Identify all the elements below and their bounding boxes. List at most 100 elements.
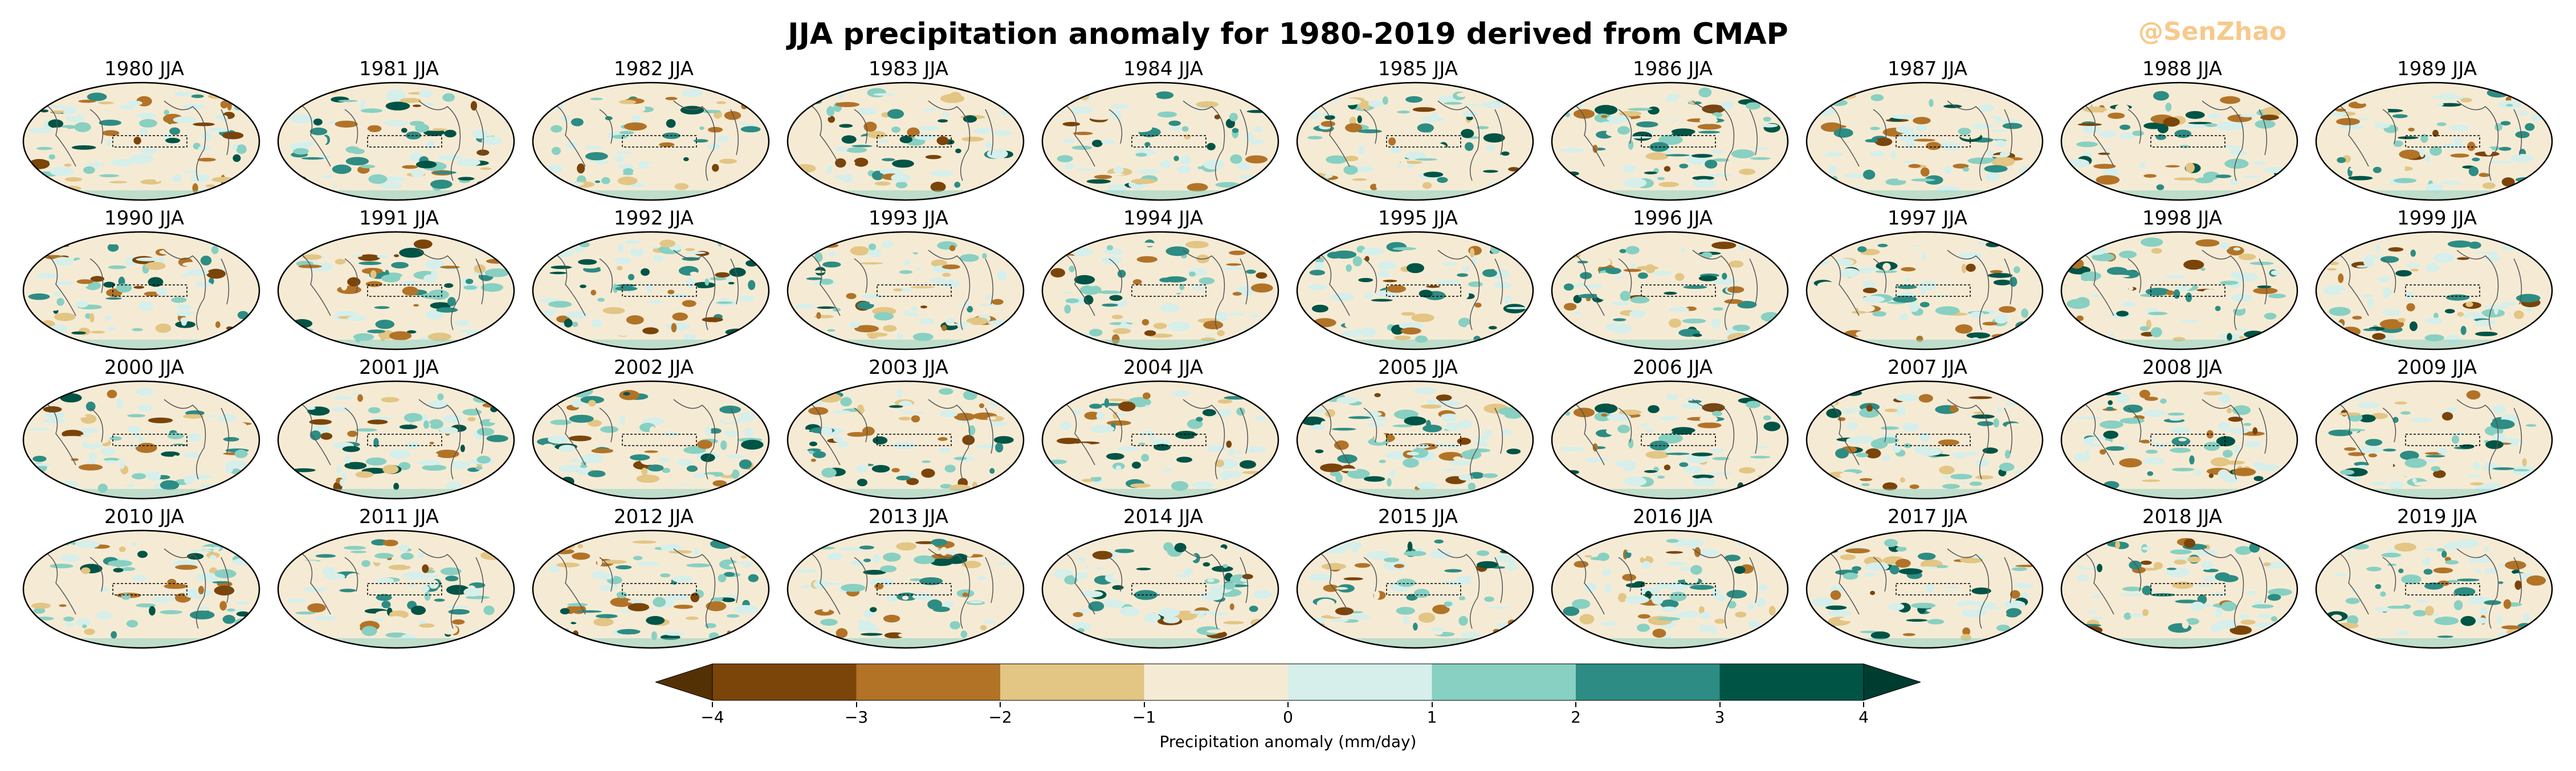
map-projection [1551,231,1789,350]
watermark: @SenZhao [2138,17,2287,46]
map-projection [277,529,515,649]
map-panel-title: 2012 JJA [613,505,694,528]
map-panel: 1994 JJA [1041,206,1286,352]
map-panel-title: 2015 JJA [1377,505,1458,528]
map-projection [2315,81,2553,201]
map-panel: 1984 JJA [1041,57,1286,202]
map-projection [532,231,770,350]
map-panel-title: 1985 JJA [1377,58,1458,80]
map-projection [1805,81,2044,201]
nino-region-box [1386,135,1461,148]
map-projection [532,380,770,500]
colorbar: −4 −3 −2 −1 0 1 2 3 4 Precipitation anomaly (mm/… [654,658,1922,766]
map-panel: 1981 JJA [276,57,521,202]
nino-region-box [1131,583,1207,595]
nino-region-box [2405,135,2480,148]
map-projection [1805,529,2044,649]
map-panel-title: 2005 JJA [1377,356,1458,379]
map-projection [277,81,515,201]
nino-region-box [1131,135,1207,148]
nino-region-box [367,434,442,446]
nino-region-box [2405,284,2480,297]
colorbar-tick-label: 3 [1714,708,1725,727]
map-projection [2060,231,2298,350]
map-panel: 2008 JJA [2060,356,2305,501]
map-panel-title: 2000 JJA [104,356,185,379]
map-panel: 1992 JJA [531,206,776,352]
map-panel: 1993 JJA [786,206,1031,352]
nino-region-box [1131,434,1207,446]
colorbar-tick-label: 0 [1283,708,1293,727]
map-panel-title: 1992 JJA [613,207,694,230]
map-panel: 2011 JJA [276,505,521,650]
map-panel-title: 2008 JJA [2142,356,2223,379]
map-projection [1296,380,1534,500]
nino-region-box [2150,434,2226,446]
nino-region-box [2405,583,2480,595]
map-panel: 2004 JJA [1041,356,1286,501]
nino-region-box [877,135,952,148]
nino-region-box [622,583,697,595]
map-panel-title: 1989 JJA [2396,58,2477,80]
colorbar-extend-high [1863,663,1922,701]
map-panel: 1996 JJA [1550,206,1795,352]
nino-region-box [367,583,442,595]
map-panel-title: 1983 JJA [868,58,949,80]
colorbar-tick-label: 1 [1426,708,1437,727]
map-projection [1296,81,1534,201]
map-projection [1805,380,2044,500]
colorbar-tick-mark [1719,702,1721,707]
map-panel-title: 1991 JJA [358,207,439,230]
map-panel: 2006 JJA [1550,356,1795,501]
map-panel: 2009 JJA [2314,356,2559,501]
nino-region-box [1386,434,1461,446]
map-panel: 2017 JJA [1805,505,2050,650]
map-projection [277,231,515,350]
nino-region-box [2405,434,2480,446]
nino-region-box [1386,284,1461,297]
colorbar-tick-label: −1 [1132,708,1156,727]
map-panel-title: 1988 JJA [2142,58,2223,80]
map-panel: 2001 JJA [276,356,521,501]
nino-region-box [877,434,952,446]
colorbar-tick-mark [1863,702,1864,707]
map-projection [277,380,515,500]
map-panel: 1987 JJA [1805,57,2050,202]
colorbar-tick-label: 2 [1571,708,1581,727]
map-projection [1296,529,1534,649]
nino-region-box [1131,284,1207,297]
map-panel-title: 2004 JJA [1123,356,1204,379]
map-projection [532,529,770,649]
map-panel-title: 2009 JJA [2396,356,2477,379]
nino-region-box [367,284,442,297]
map-panel-title: 1996 JJA [1632,207,1713,230]
map-panel-title: 2011 JJA [358,505,439,528]
colorbar-segment [1144,664,1289,700]
colorbar-segment [1000,664,1144,700]
map-panel-title: 1982 JJA [613,58,694,80]
map-projection [1296,231,1534,350]
colorbar-tick-mark [1000,702,1001,707]
map-projection [22,380,260,500]
nino-region-box [877,284,952,297]
map-projection [22,81,260,201]
map-panel: 2005 JJA [1295,356,1540,501]
map-projection [786,81,1025,201]
map-projection [2060,529,2298,649]
map-panel: 2018 JJA [2060,505,2305,650]
colorbar-tick-mark [1287,702,1289,707]
map-panel-title: 2018 JJA [2142,505,2223,528]
map-projection [1041,380,1279,500]
map-panel: 1995 JJA [1295,206,1540,352]
map-panel: 1986 JJA [1550,57,1795,202]
map-panel: 2016 JJA [1550,505,1795,650]
colorbar-segment [1719,664,1864,700]
nino-region-box [112,135,188,148]
nino-region-box [112,434,188,446]
map-panel-title: 2006 JJA [1632,356,1713,379]
map-panel: 2012 JJA [531,505,776,650]
colorbar-tick-mark [1143,702,1145,707]
map-panel-title: 1999 JJA [2396,207,2477,230]
colorbar-tick-mark [712,702,713,707]
map-panel-title: 1986 JJA [1632,58,1713,80]
